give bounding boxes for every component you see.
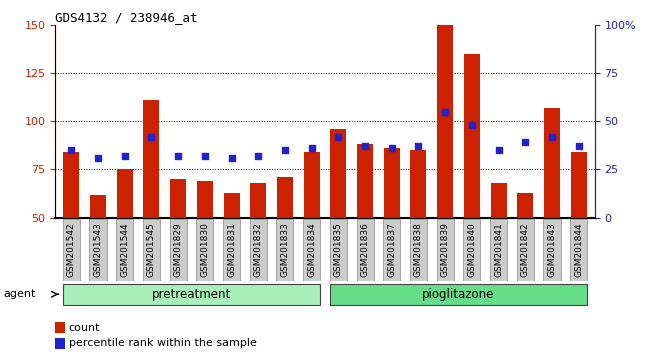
Bar <box>63 152 79 218</box>
Bar <box>55 322 65 333</box>
FancyBboxPatch shape <box>437 219 454 281</box>
Text: GSM201545: GSM201545 <box>147 222 156 277</box>
Text: GSM201844: GSM201844 <box>574 222 583 276</box>
Text: GSM201542: GSM201542 <box>67 222 76 276</box>
FancyBboxPatch shape <box>303 219 320 281</box>
Point <box>413 143 424 149</box>
Bar <box>170 179 186 218</box>
Text: GSM201840: GSM201840 <box>467 222 476 277</box>
Text: pioglitazone: pioglitazone <box>422 288 495 301</box>
FancyBboxPatch shape <box>143 219 160 281</box>
Text: agent: agent <box>3 289 36 299</box>
Point <box>360 143 370 149</box>
Text: GSM201829: GSM201829 <box>174 222 183 277</box>
FancyBboxPatch shape <box>330 219 347 281</box>
Point <box>146 134 157 139</box>
Point <box>120 153 130 159</box>
Point <box>467 122 477 128</box>
FancyBboxPatch shape <box>90 219 107 281</box>
FancyBboxPatch shape <box>170 219 187 281</box>
FancyBboxPatch shape <box>250 219 266 281</box>
FancyBboxPatch shape <box>223 219 240 281</box>
Point <box>306 145 317 151</box>
Text: GSM201830: GSM201830 <box>200 222 209 277</box>
Bar <box>224 193 240 218</box>
Point <box>226 155 237 161</box>
Bar <box>250 183 266 218</box>
FancyBboxPatch shape <box>116 219 133 281</box>
FancyBboxPatch shape <box>276 219 294 281</box>
Point <box>387 145 397 151</box>
FancyBboxPatch shape <box>63 284 320 305</box>
Bar <box>277 177 293 218</box>
FancyBboxPatch shape <box>463 219 480 281</box>
FancyBboxPatch shape <box>410 219 427 281</box>
Text: count: count <box>69 322 100 332</box>
Bar <box>517 193 533 218</box>
Bar <box>357 144 373 218</box>
Point <box>200 153 210 159</box>
Text: GSM201544: GSM201544 <box>120 222 129 276</box>
FancyBboxPatch shape <box>330 284 587 305</box>
Point <box>440 109 450 114</box>
Point <box>573 143 584 149</box>
Point <box>547 134 557 139</box>
FancyBboxPatch shape <box>356 219 374 281</box>
Point <box>173 153 183 159</box>
FancyBboxPatch shape <box>570 219 587 281</box>
Bar <box>571 152 587 218</box>
Point <box>493 147 504 153</box>
Text: GSM201841: GSM201841 <box>494 222 503 277</box>
Text: GSM201543: GSM201543 <box>94 222 103 277</box>
Bar <box>384 148 400 218</box>
Text: GSM201831: GSM201831 <box>227 222 236 277</box>
Text: GSM201842: GSM201842 <box>521 222 530 276</box>
Text: GSM201837: GSM201837 <box>387 222 396 277</box>
Bar <box>304 152 320 218</box>
Bar <box>330 129 346 218</box>
Text: GSM201839: GSM201839 <box>441 222 450 277</box>
Text: GSM201835: GSM201835 <box>334 222 343 277</box>
Bar <box>410 150 426 218</box>
Bar <box>144 100 159 218</box>
Point <box>253 153 263 159</box>
FancyBboxPatch shape <box>63 219 80 281</box>
Bar <box>544 108 560 218</box>
FancyBboxPatch shape <box>543 219 560 281</box>
FancyBboxPatch shape <box>490 219 507 281</box>
Text: GSM201833: GSM201833 <box>280 222 289 277</box>
Bar <box>55 338 65 349</box>
Text: GSM201838: GSM201838 <box>414 222 423 277</box>
FancyBboxPatch shape <box>384 219 400 281</box>
Text: GSM201836: GSM201836 <box>361 222 370 277</box>
Text: percentile rank within the sample: percentile rank within the sample <box>69 338 257 348</box>
Text: pretreatment: pretreatment <box>152 288 231 301</box>
Bar <box>437 25 453 218</box>
Text: GSM201834: GSM201834 <box>307 222 316 277</box>
Point <box>280 147 290 153</box>
Point <box>333 134 344 139</box>
FancyBboxPatch shape <box>196 219 213 281</box>
Point <box>520 139 530 145</box>
Bar <box>464 54 480 218</box>
Bar <box>491 183 506 218</box>
Bar <box>117 170 133 218</box>
Point <box>66 147 77 153</box>
Text: GSM201843: GSM201843 <box>547 222 556 277</box>
Text: GDS4132 / 238946_at: GDS4132 / 238946_at <box>55 11 198 24</box>
FancyBboxPatch shape <box>517 219 534 281</box>
Bar <box>90 195 106 218</box>
Point <box>93 155 103 161</box>
Bar <box>197 181 213 218</box>
Text: GSM201832: GSM201832 <box>254 222 263 277</box>
